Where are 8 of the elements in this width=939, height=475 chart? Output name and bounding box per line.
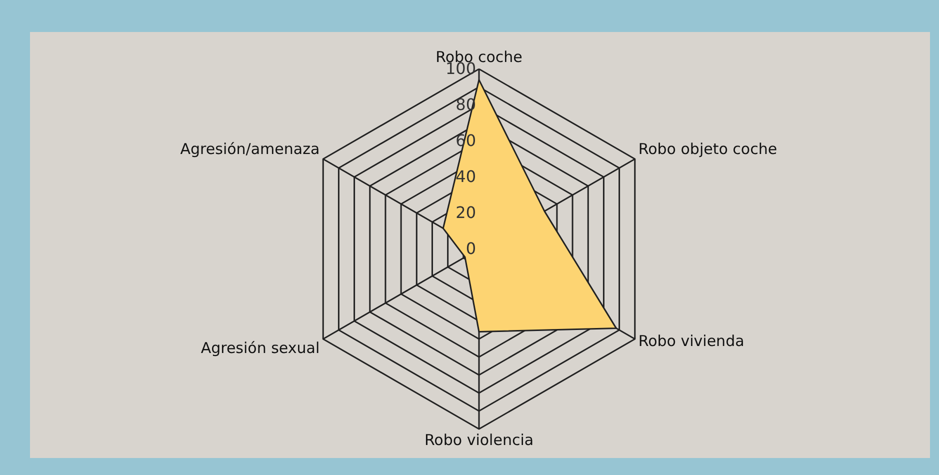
spoke-label: Robo objeto coche — [638, 140, 778, 158]
spoke-label: Agresión/amenaza — [180, 140, 320, 158]
spoke-label: Robo vivienda — [638, 332, 744, 350]
y-tick-label: 0 — [466, 239, 476, 258]
spoke-label: Robo violencia — [424, 431, 534, 449]
y-tick-label: 20 — [456, 203, 476, 222]
y-tick-label: 40 — [456, 167, 476, 186]
spoke-label: Agresión sexual — [200, 339, 320, 357]
